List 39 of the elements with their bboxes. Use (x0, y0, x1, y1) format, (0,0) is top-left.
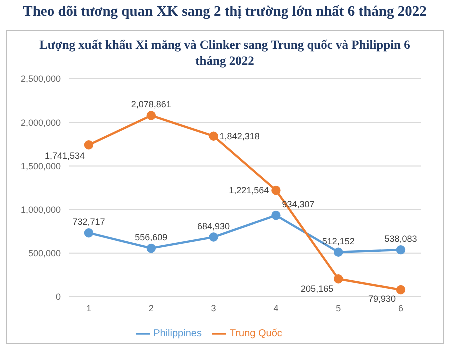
x-tick-label: 2 (148, 303, 154, 314)
x-tick-label: 1 (86, 303, 92, 314)
point (272, 210, 281, 220)
data-label: 1,842,318 (220, 131, 260, 142)
point (396, 285, 406, 295)
y-tick-label: 0 (56, 292, 61, 302)
data-label: 79,930 (368, 294, 396, 304)
legend-label: Philippines (154, 328, 202, 340)
point (334, 274, 344, 284)
x-tick-label: 5 (336, 303, 342, 314)
chart-subtitle: Lượng xuất khẩu Xi măng và Clinker sang Trung quốc và Philippin 6 tháng 2022 (38, 37, 412, 69)
x-tick-label: 6 (398, 303, 404, 314)
y-tick-label: 2,500,000 (20, 74, 61, 84)
y-tick-label: 1,500,000 (20, 161, 61, 172)
y-tick-label: 500,000 (28, 248, 61, 259)
data-label: 2,078,861 (131, 100, 172, 110)
data-label: 556,609 (135, 232, 168, 242)
y-tick-label: 2,000,000 (20, 118, 61, 128)
point (146, 111, 156, 120)
x-tick-label: 3 (211, 303, 216, 314)
x-tick-label: 4 (274, 303, 279, 314)
data-label: 205,165 (301, 284, 334, 294)
point (334, 248, 344, 257)
point (396, 245, 406, 255)
chart-title: Theo dõi tương quan XK sang 2 thị trường lớn nhất 6 tháng 2022 (22, 4, 428, 22)
legend-label: Trung Quốc (230, 328, 282, 340)
point (84, 140, 94, 150)
data-label: 512,152 (322, 236, 355, 246)
point (84, 228, 94, 238)
data-label: 732,717 (72, 217, 106, 228)
y-tick-label: 1,000,000 (20, 204, 61, 215)
data-label: 1,221,564 (229, 185, 270, 196)
data-label: 538,083 (384, 234, 418, 244)
data-label: 684,930 (198, 221, 230, 232)
data-label: 1,741,534 (44, 151, 85, 162)
point (272, 186, 281, 196)
point (146, 244, 156, 254)
point (209, 232, 218, 242)
point (209, 132, 218, 141)
